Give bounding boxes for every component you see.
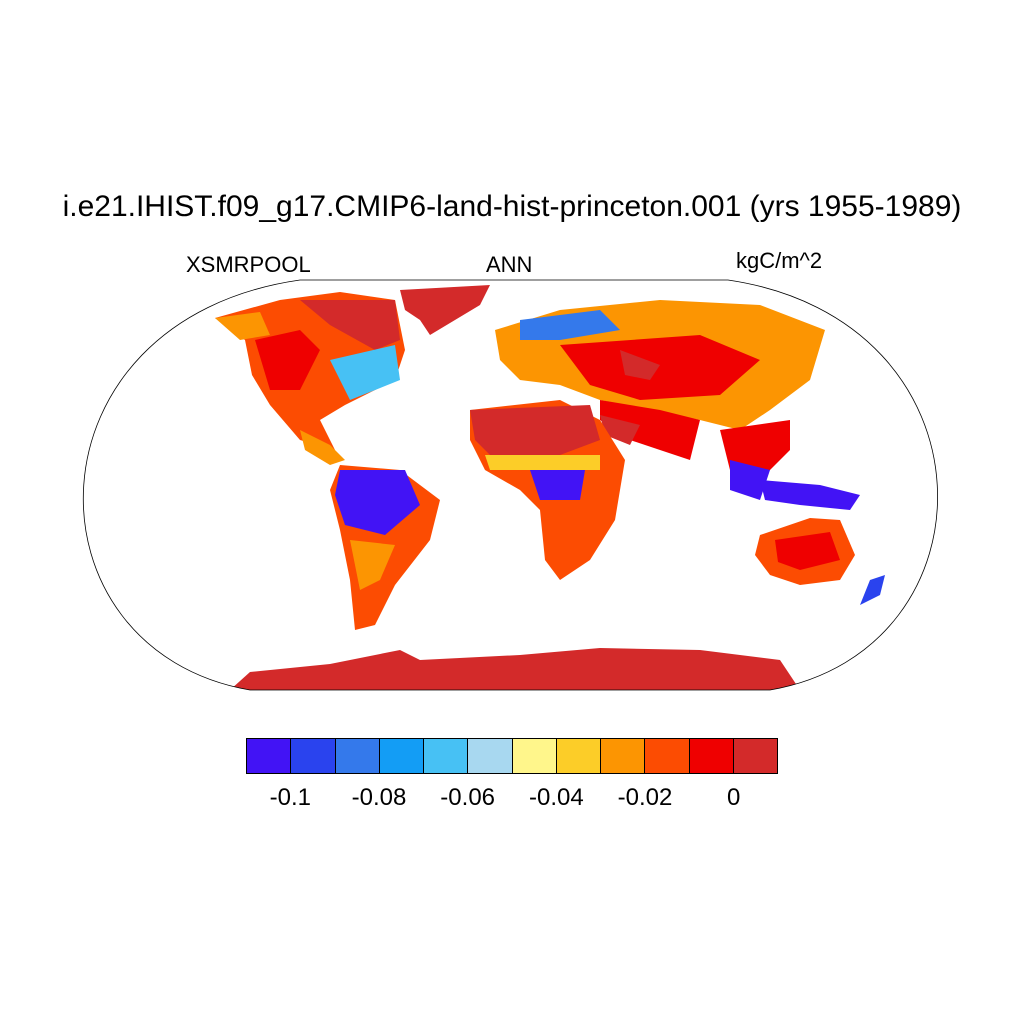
- colorbar-tick-label: -0.06: [440, 784, 496, 811]
- colorbar-tick-label: -0.02: [617, 784, 673, 811]
- colorbar-swatch: [733, 739, 777, 773]
- colorbar-swatch: [468, 739, 513, 773]
- colorbar-swatch: [247, 739, 292, 773]
- antarctica: [230, 648, 800, 690]
- plot-title: i.e21.IHIST.f09_g17.CMIP6-land-hist-prin…: [62, 190, 962, 223]
- colorbar-swatch: [689, 739, 734, 773]
- colorbar-swatch: [601, 739, 646, 773]
- colorbar-swatch: [556, 739, 601, 773]
- greenland: [400, 285, 490, 335]
- colorbar-swatch: [379, 739, 424, 773]
- colorbar-tick-label: -0.08: [351, 784, 407, 811]
- variable-label: XSMRPOOL: [186, 252, 311, 277]
- colorbar-tick-label: -0.04: [528, 784, 584, 811]
- map-border: [82, 279, 938, 691]
- colorbar-swatch: [512, 739, 557, 773]
- colorbar-swatch: [424, 739, 469, 773]
- colorbar: [246, 738, 778, 774]
- colorbar-tick-label: -0.1: [269, 784, 312, 811]
- season-label: ANN: [486, 252, 533, 277]
- colorbar-tick-label: 0: [726, 784, 741, 811]
- units-label: kgC/m^2: [736, 248, 823, 273]
- colorbar-swatch: [291, 739, 336, 773]
- colorbar-swatch: [645, 739, 690, 773]
- colorbar-swatch: [335, 739, 380, 773]
